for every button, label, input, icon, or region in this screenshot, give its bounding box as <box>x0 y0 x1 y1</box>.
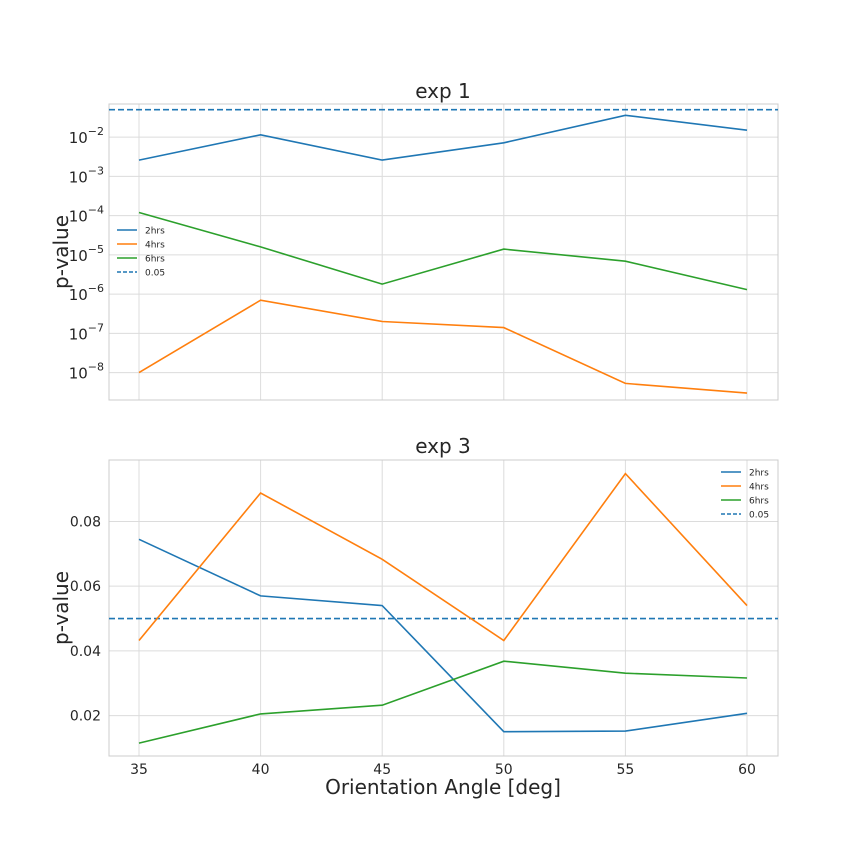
y-tick-label: 10−8 <box>69 361 104 383</box>
y-tick-label: 0.06 <box>70 579 101 595</box>
y-tick-label: 10−3 <box>69 164 104 186</box>
y-tick-label: 0.04 <box>70 644 101 660</box>
panel-exp1: exp 1 p-value <box>49 79 471 289</box>
legend-label: 0.05 <box>749 511 769 521</box>
legend-label: 0.05 <box>145 269 165 279</box>
series-line-6hrs <box>138 660 748 744</box>
legend-label: 2hrs <box>145 227 165 237</box>
series-line-2hrs <box>138 538 748 733</box>
legend: 2hrs 4hrs 6hrs 0.05 <box>117 227 165 279</box>
legend: 2hrs 4hrs 6hrs 0.05 <box>721 469 769 521</box>
plot-area-1: 0.02 0.04 0.06 0.08 35 40 45 50 55 60 2hrs 4hrs 6hrs… <box>70 459 779 778</box>
x-axis-label: Orientation Angle [deg] <box>325 775 561 799</box>
legend-label: 2hrs <box>749 469 769 479</box>
y-tick-label: 10−4 <box>69 204 104 226</box>
chart-title: exp 3 <box>415 434 471 458</box>
y-tick-label: 0.02 <box>70 709 101 725</box>
series-line-2hrs <box>138 114 748 161</box>
axes-frame <box>108 103 779 401</box>
y-tick-label: 10−6 <box>69 282 104 304</box>
plot-area-0: 10−2 10−3 10−4 10−5 10−6 10−7 10−8 2hrs 4hrs 6hrs… <box>69 103 779 401</box>
series-line-4hrs <box>138 472 748 642</box>
y-tick-label: 10−5 <box>69 243 104 265</box>
series-line-4hrs <box>138 299 748 394</box>
y-axis-label: p-value <box>49 571 73 645</box>
x-tick-label: 50 <box>495 762 513 778</box>
x-tick-label: 45 <box>373 762 391 778</box>
y-axis-label: p-value <box>49 215 73 289</box>
panel-exp3: exp 3 p-value Orientation Angle [deg] <box>49 434 561 799</box>
legend-label: 6hrs <box>145 255 165 265</box>
legend-label: 6hrs <box>749 497 769 507</box>
legend-label: 4hrs <box>749 483 769 493</box>
axes-frame <box>108 459 779 757</box>
chart-title: exp 1 <box>415 79 471 103</box>
y-tick-label: 10−7 <box>69 321 104 343</box>
y-tick-label: 10−2 <box>69 125 104 147</box>
x-tick-label: 55 <box>616 762 634 778</box>
y-tick-label: 0.08 <box>70 514 101 530</box>
legend-label: 4hrs <box>145 241 165 251</box>
x-tick-label: 60 <box>738 762 756 778</box>
x-tick-label: 40 <box>252 762 270 778</box>
series-line-6hrs <box>138 211 748 291</box>
x-tick-label: 35 <box>130 762 148 778</box>
